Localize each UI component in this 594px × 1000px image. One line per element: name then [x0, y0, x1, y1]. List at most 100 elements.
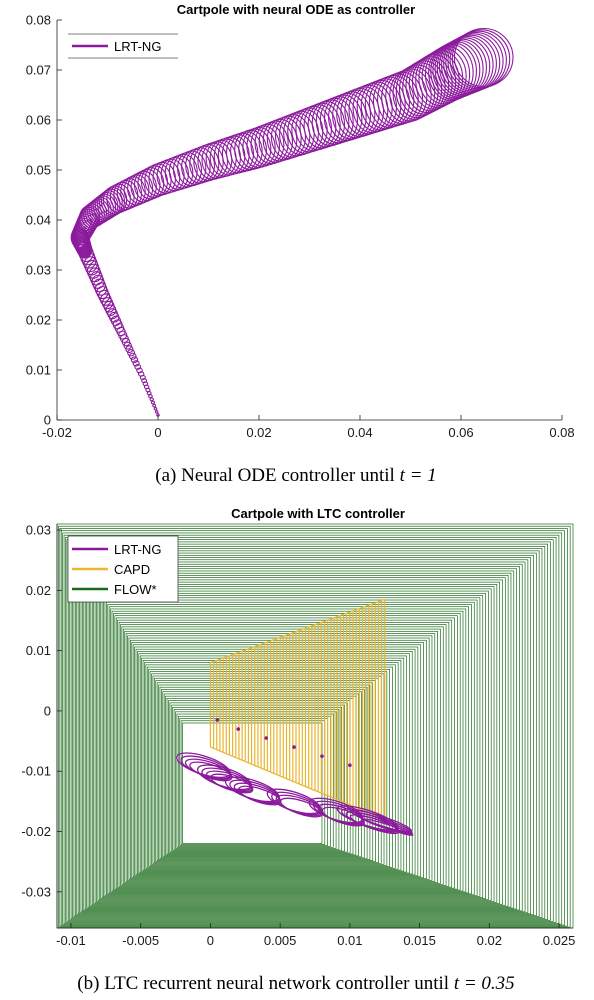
- y-tick-label: 0.07: [26, 63, 51, 78]
- lrt-ng-point: [264, 736, 268, 740]
- y-tick-label: 0.01: [26, 363, 51, 378]
- flow-reach-box: [111, 610, 464, 892]
- flow-reach-box: [87, 572, 512, 908]
- x-tick-label: 0.015: [403, 933, 436, 948]
- flow-reach-box: [172, 706, 343, 851]
- flow-reach-box: [76, 554, 534, 916]
- flow-reach-box: [74, 552, 537, 917]
- panel-b: Cartpole with LTC controller -0.01 -0.005…: [21, 506, 575, 994]
- flow-reach-box: [82, 563, 523, 912]
- y-tick-label: 0.06: [26, 113, 51, 128]
- flow-reach-box: [94, 584, 498, 903]
- chart-b-legend-label-lrt-ng: LRT-NG: [114, 542, 161, 557]
- flow-reach-box: [69, 543, 548, 920]
- flow-reach-box: [100, 592, 486, 899]
- trajectory-ring: [336, 89, 376, 139]
- trajectory-ring: [449, 30, 507, 90]
- x-tick-label: 0: [207, 933, 214, 948]
- trajectory-ring: [438, 37, 491, 96]
- flow-reach-box: [91, 579, 503, 905]
- flow-reach-box: [127, 635, 433, 881]
- x-tick-label: 0.06: [448, 425, 473, 440]
- flow-reach-box: [131, 642, 424, 879]
- trajectory-ring: [443, 34, 497, 93]
- y-tick-label: 0.08: [26, 13, 51, 28]
- y-tick-label: -0.01: [21, 764, 51, 779]
- flow-reach-box: [117, 619, 453, 888]
- y-tick-label: 0.01: [26, 643, 51, 658]
- trajectory-ring: [340, 87, 380, 138]
- chart-a-title: Cartpole with neural ODE as controller: [177, 2, 415, 17]
- chart-a-y-axis: 0 0.01 0.02 0.03 0.04 0.05 0.06 0.07 0.08: [26, 13, 62, 428]
- x-tick-label: 0.04: [347, 425, 372, 440]
- x-tick-label: -0.005: [122, 933, 159, 948]
- trajectory-ring: [85, 259, 100, 276]
- trajectory-ring: [99, 293, 112, 306]
- flow-reach-box: [161, 689, 365, 859]
- flow-reach-box: [175, 711, 337, 849]
- lrt-ng-point: [320, 754, 324, 758]
- flow-reach-box: [80, 561, 526, 913]
- trajectory-ring: [141, 378, 148, 384]
- trajectory-ring: [91, 274, 105, 289]
- flow-reach-box: [89, 575, 509, 907]
- x-tick-label: 0.01: [337, 933, 362, 948]
- caption-b-math: t = 0.35: [454, 973, 515, 994]
- flow-reach-box: [182, 722, 323, 844]
- flow-reach-box: [115, 617, 455, 889]
- x-tick-label: 0.08: [549, 425, 574, 440]
- trajectory-ring: [136, 367, 143, 374]
- flow-reach-box: [114, 615, 458, 890]
- capd-upper-edge: [210, 598, 385, 664]
- flow-reach-box: [141, 657, 405, 872]
- flow-reach-box: [107, 604, 472, 895]
- trajectory-ring: [134, 363, 142, 370]
- y-tick-label: 0.02: [26, 313, 51, 328]
- flow-reach-box: [125, 633, 436, 882]
- caption-a-math: t = 1: [400, 465, 437, 486]
- y-tick-label: 0: [44, 413, 51, 428]
- trajectory-ring: [348, 84, 389, 135]
- lrt-ng-point: [292, 745, 296, 749]
- caption-b-text: (b) LTC recurrent neural network control…: [77, 973, 454, 994]
- flow-reach-box: [83, 566, 520, 911]
- trajectory-ring: [447, 31, 504, 91]
- flow-reach-box: [104, 599, 478, 897]
- flow-reach-box: [73, 550, 540, 917]
- lrt-ng-point: [348, 763, 352, 767]
- trajectory-ring: [303, 102, 341, 149]
- trajectory-ring: [120, 176, 146, 208]
- x-tick-label: 0: [154, 425, 161, 440]
- flow-reach-box: [93, 581, 501, 904]
- flow-reach-box: [148, 668, 391, 867]
- trajectory-ring: [299, 104, 337, 150]
- flow-reach-box: [149, 671, 388, 866]
- trajectory-ring: [154, 410, 159, 414]
- trajectory-ring: [323, 94, 363, 143]
- x-tick-label: -0.02: [42, 425, 72, 440]
- chart-b-plot-area: [56, 523, 574, 929]
- trajectory-ring: [149, 397, 154, 402]
- trajectory-ring: [311, 99, 350, 147]
- trajectory-ring: [130, 170, 157, 203]
- flow-reach-box: [142, 660, 402, 871]
- trajectory-ring: [86, 263, 101, 279]
- trajectory-ring: [88, 267, 102, 283]
- chart-b-x-axis: -0.01 -0.005 0 0.005 0.01 0.015 0.02 0.025: [56, 923, 575, 948]
- trajectory-ring: [132, 360, 140, 367]
- chart-b-y-axis: -0.03 -0.02 -0.01 0 0.01 0.02 0.03: [21, 523, 62, 928]
- trajectory-ring: [441, 35, 494, 95]
- chart-b-legend: LRT-NG CAPD FLOW*: [67, 535, 179, 603]
- trajectory-ring: [153, 406, 158, 411]
- flow-reach-box: [97, 588, 492, 901]
- trajectory-ring: [453, 27, 514, 88]
- y-tick-label: 0.02: [26, 583, 51, 598]
- y-tick-label: 0.05: [26, 163, 51, 178]
- flow-reach-box: [129, 639, 427, 880]
- trajectory-ring: [98, 188, 123, 218]
- chart-b-legend-label-flow: FLOW*: [114, 582, 157, 597]
- flow-reach-box: [173, 709, 340, 850]
- trajectory-ring: [130, 356, 139, 364]
- flow-reach-box: [122, 628, 441, 884]
